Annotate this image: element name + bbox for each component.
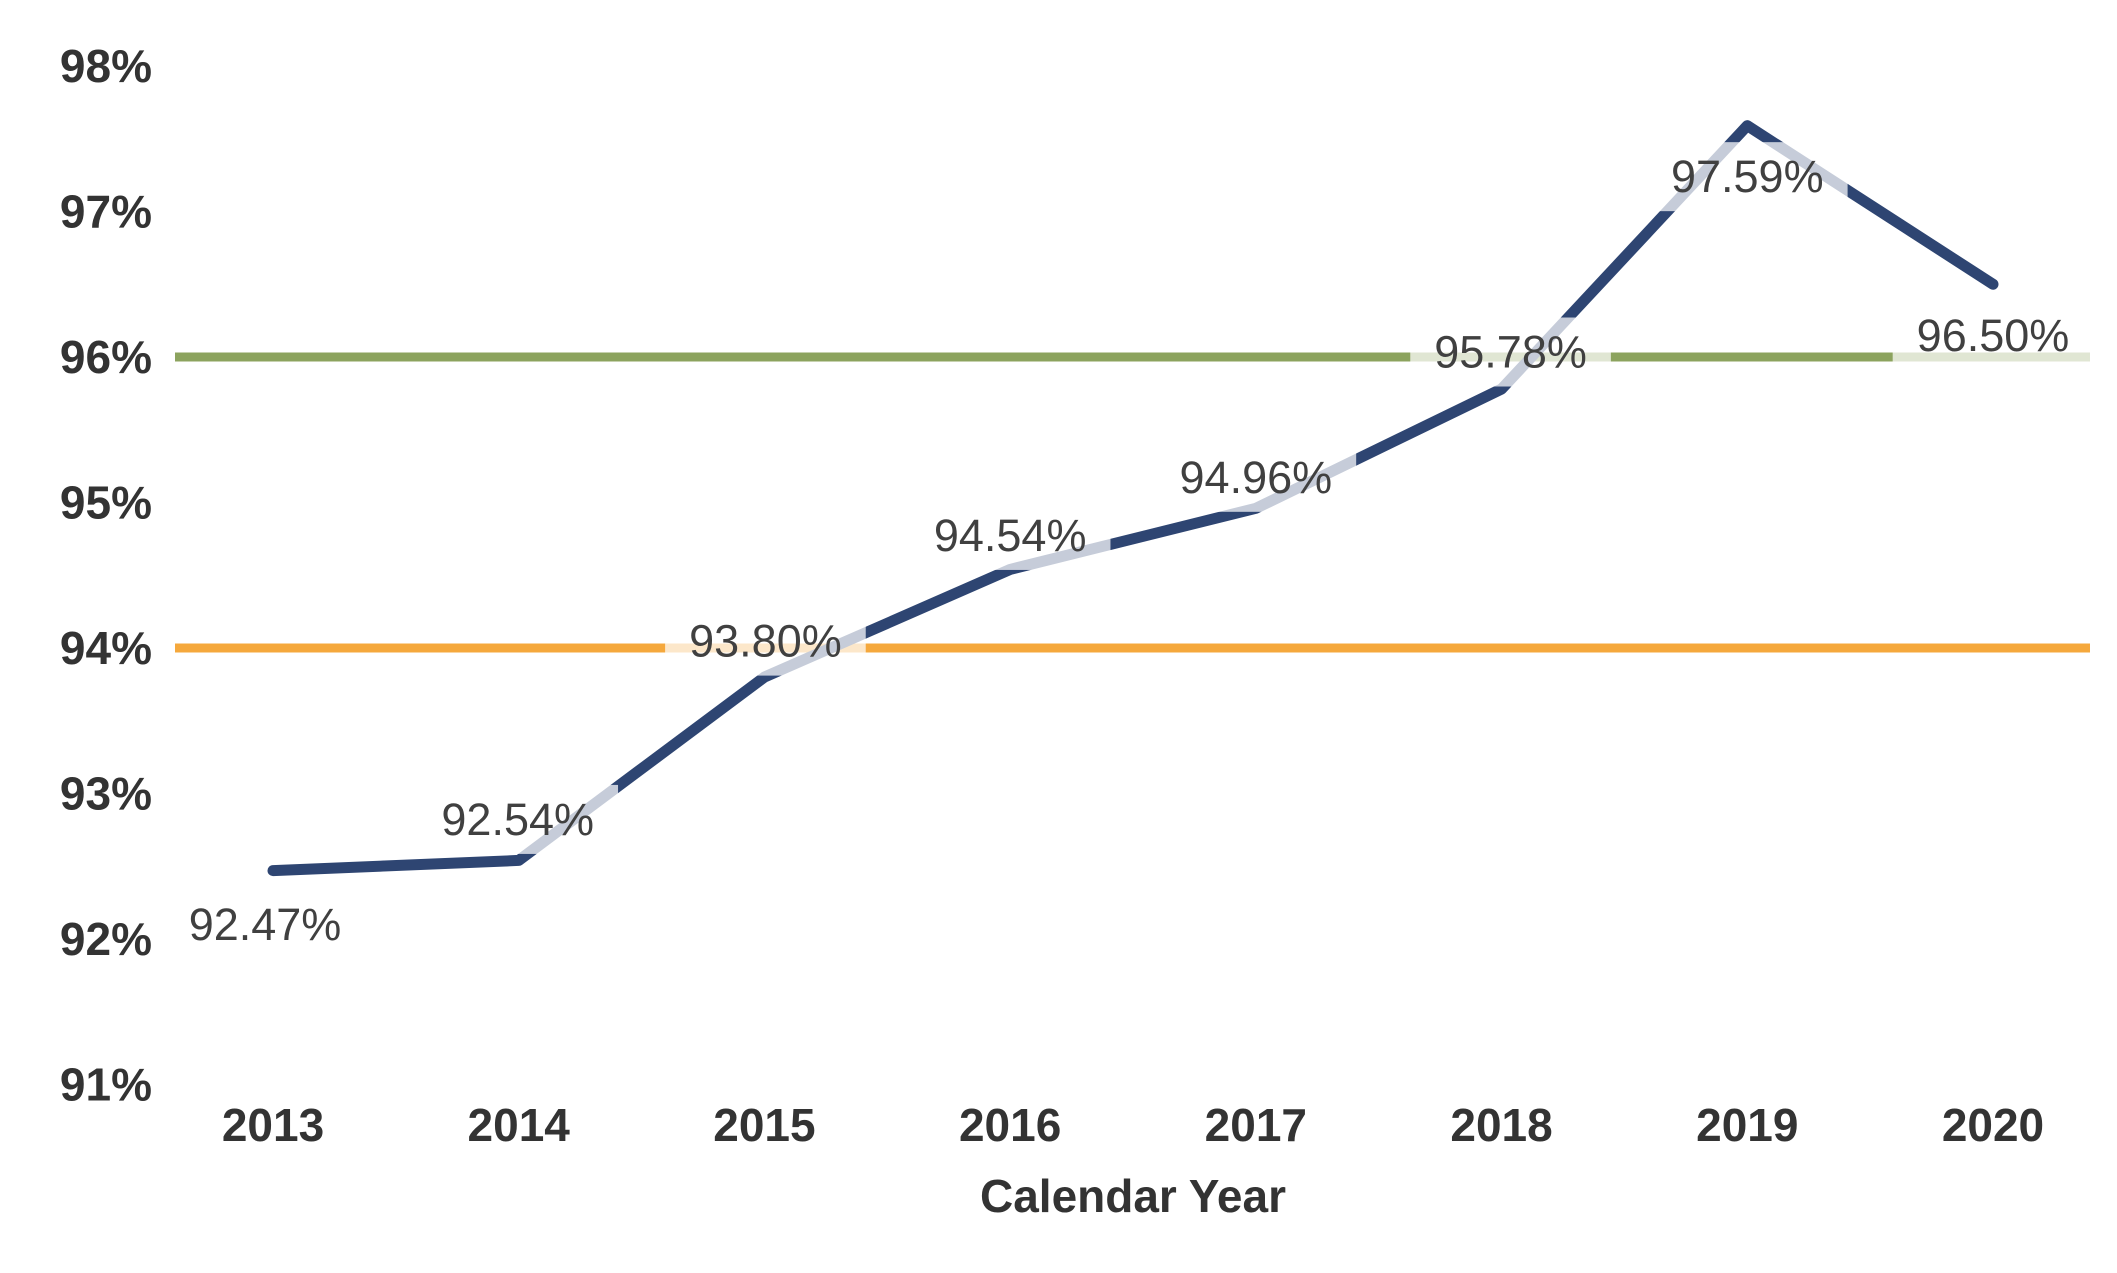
y-axis-tick-label: 94%: [60, 622, 152, 674]
data-label: 92.47%: [189, 899, 342, 950]
data-label-group: 92.47%: [164, 890, 366, 960]
x-axis-tick-label: 2013: [222, 1099, 324, 1151]
y-axis-tick-label: 93%: [60, 768, 152, 820]
data-label-group: 96.50%: [1892, 300, 2094, 370]
y-axis-tick-label: 98%: [60, 40, 152, 92]
data-label-group: 94.96%: [1155, 442, 1357, 512]
data-label-background: [1155, 442, 1357, 512]
data-label: 92.54%: [441, 794, 594, 845]
x-axis-title: Calendar Year: [980, 1170, 1286, 1222]
data-label-background: [1646, 142, 1848, 212]
x-axis-tick-label: 2015: [713, 1099, 815, 1151]
data-label-group: 94.54%: [909, 500, 1111, 570]
x-axis-tick-label: 2018: [1450, 1099, 1552, 1151]
data-label: 97.59%: [1671, 151, 1824, 202]
data-label-background: [1892, 300, 2094, 370]
y-axis-tick-label: 96%: [60, 331, 152, 383]
x-axis-tick-label: 2014: [468, 1099, 571, 1151]
data-label-group: 93.80%: [665, 606, 866, 676]
y-axis-tick-label: 92%: [60, 913, 152, 965]
data-series-line: [267, 120, 1999, 877]
data-label: 95.78%: [1434, 327, 1587, 378]
data-label-group: 92.54%: [417, 784, 619, 854]
x-axis-tick-label: 2016: [959, 1099, 1061, 1151]
data-label-group: 97.59%: [1646, 142, 1848, 212]
data-label-background: [164, 890, 366, 960]
y-axis-tick-label: 91%: [60, 1059, 152, 1111]
data-label-background: [665, 606, 866, 676]
y-axis-tick-label: 97%: [60, 186, 152, 238]
data-label-group: 95.78%: [1410, 317, 1611, 387]
data-label: 96.50%: [1917, 310, 2070, 361]
x-axis-tick-label: 2020: [1942, 1099, 2044, 1151]
x-axis-tick-label: 2019: [1696, 1099, 1798, 1151]
data-label: 94.54%: [934, 510, 1087, 561]
y-axis-tick-label: 95%: [60, 477, 152, 529]
data-label-background: [909, 500, 1111, 570]
data-label-background: [1410, 317, 1611, 387]
x-axis-tick-label: 2017: [1205, 1099, 1307, 1151]
data-label: 94.96%: [1180, 452, 1333, 503]
data-label-background: [417, 784, 619, 854]
data-label: 93.80%: [689, 616, 842, 667]
